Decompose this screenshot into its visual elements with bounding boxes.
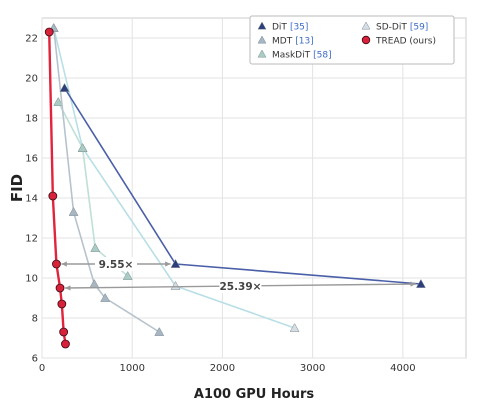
series-layer <box>44 22 426 349</box>
data-point <box>170 280 181 290</box>
y-tick-label: 22 <box>25 34 38 45</box>
annotation-arrow-head <box>165 261 171 267</box>
annotation-label-background <box>219 279 262 293</box>
data-point <box>289 322 300 332</box>
data-point <box>90 242 101 252</box>
data-point <box>170 258 181 268</box>
legend: DiT [35] MDT [13] MaskDiT [58] SD-DiT [59] TREAD… <box>249 15 455 65</box>
legend-label: SD-DiT [59] <box>376 23 428 33</box>
x-tick-label: 1000 <box>119 363 144 374</box>
series-dit <box>59 82 426 288</box>
legend-series-name: MaskDiT <box>272 51 311 61</box>
y-tick-label: 20 <box>25 74 38 85</box>
data-point <box>415 278 426 288</box>
annotation-label: 9.55× <box>99 259 134 271</box>
data-point <box>59 82 70 92</box>
x-tick-label: 3000 <box>300 363 325 374</box>
data-point <box>77 142 88 152</box>
data-point <box>59 327 69 337</box>
legend-label: MDT [13] <box>272 37 314 47</box>
y-tick-label: 14 <box>25 194 38 205</box>
annotation-label-background <box>94 257 137 271</box>
axes: 0 1000 2000 3000 4000 6 8 10 12 14 16 18 20 22 <box>25 34 415 375</box>
legend-item: SD-DiT [59] <box>361 21 428 33</box>
legend-series-name: MDT <box>272 37 293 47</box>
y-tick-label: 10 <box>25 274 38 285</box>
annotation-arrow-head <box>65 285 71 291</box>
x-tick-label: 0 <box>39 363 45 374</box>
legend-box <box>249 15 455 65</box>
y-tick-label: 18 <box>25 114 38 125</box>
legend-label: TREAD (ours) <box>375 37 436 47</box>
legend-series-name: SD-DiT <box>376 23 407 33</box>
series-tread-ours <box>44 27 70 349</box>
legend-label: MaskDiT [58] <box>272 51 332 61</box>
y-tick-label: 16 <box>25 154 38 165</box>
annotation-arrow-head <box>410 281 416 287</box>
data-point <box>44 27 54 37</box>
y-tick-label: 8 <box>32 314 38 325</box>
legend-marker <box>257 49 267 58</box>
legend-label: DiT [35] <box>272 23 308 33</box>
y-axis-label: FID <box>8 174 26 202</box>
x-tick-label: 4000 <box>390 363 415 374</box>
legend-marker <box>361 35 371 45</box>
legend-item: DiT [35] <box>257 21 308 33</box>
legend-citation: [59] <box>410 23 428 33</box>
legend-citation: [58] <box>313 51 331 61</box>
data-point <box>68 206 79 216</box>
legend-citation: [35] <box>290 23 308 33</box>
series-mdt <box>48 22 165 336</box>
legend-marker <box>361 21 371 30</box>
data-point <box>100 292 111 302</box>
data-point <box>154 326 165 336</box>
legend-series-name: TREAD (ours) <box>375 37 436 47</box>
legend-marker <box>257 35 267 44</box>
annotation-label: 25.39× <box>219 281 261 293</box>
y-tick-label: 6 <box>32 354 38 365</box>
legend-marker <box>257 21 267 30</box>
annotation-arrow-head <box>61 261 67 267</box>
legend-item: MaskDiT [58] <box>257 49 332 61</box>
data-point <box>52 259 61 269</box>
data-point <box>53 96 64 106</box>
legend-series-name: DiT <box>272 23 287 33</box>
x-axis-label: A100 GPU Hours <box>194 387 314 402</box>
y-tick-label: 12 <box>25 234 38 245</box>
data-point <box>122 270 133 280</box>
legend-item: TREAD (ours) <box>361 35 436 47</box>
legend-item: MDT [13] <box>257 35 314 47</box>
speedup-annotation: 25.39× <box>65 279 416 293</box>
grid-lines <box>41 18 466 359</box>
plot-area <box>41 17 467 359</box>
data-point <box>57 299 67 309</box>
legend-citation: [13] <box>295 37 313 47</box>
data-point <box>55 283 65 293</box>
x-tick-label: 2000 <box>210 363 235 374</box>
data-point <box>48 191 58 201</box>
annotations: 9.55× 25.39× <box>61 257 416 293</box>
speedup-annotation: 9.55× <box>61 257 171 271</box>
data-point <box>61 339 70 349</box>
series-line <box>52 27 295 329</box>
